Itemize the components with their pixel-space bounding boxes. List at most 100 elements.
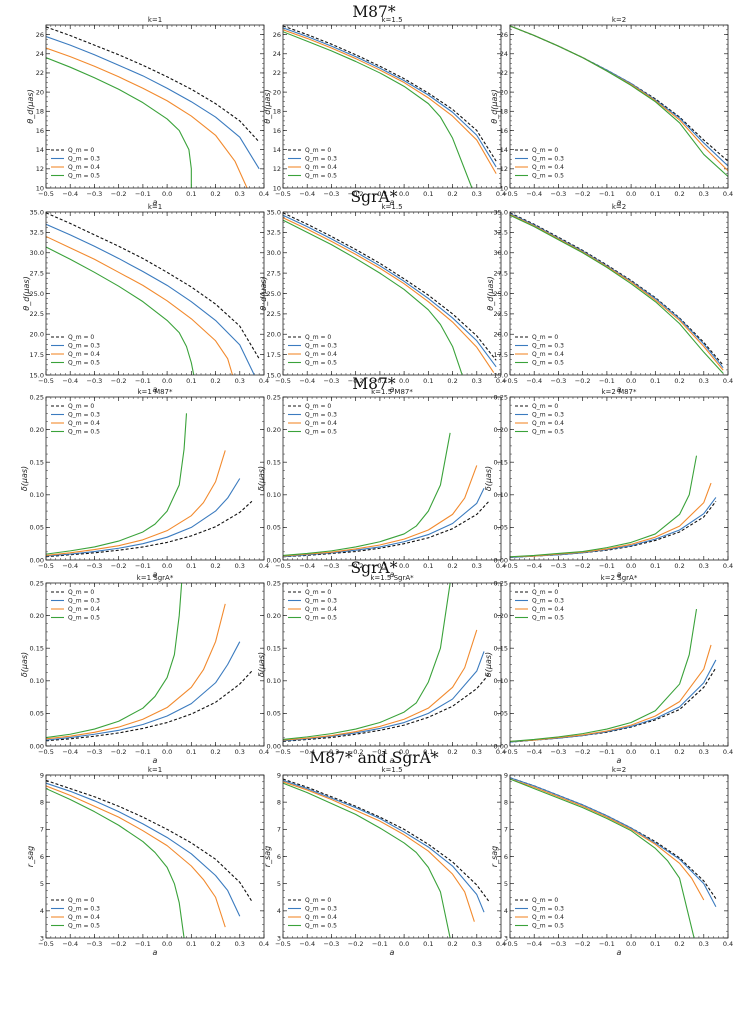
y-tick-label: 0.25 — [30, 393, 44, 401]
x-tick-label: −0.3 — [324, 190, 340, 198]
x-axis-label: a — [390, 948, 395, 957]
y-tick-label: 12 — [36, 165, 44, 173]
series-line — [283, 629, 478, 741]
x-tick-label: −0.4 — [299, 190, 315, 198]
x-tick-label: 0.3 — [235, 377, 245, 385]
series-line — [283, 779, 485, 913]
y-tick-label: 32.5 — [494, 229, 508, 237]
x-tick-label: −0.5 — [38, 562, 54, 570]
y-tick-label: 0.15 — [30, 459, 44, 467]
legend-label: Q_m = 0 — [68, 147, 94, 154]
x-tick-label: 0.2 — [674, 562, 684, 570]
series-line — [46, 583, 183, 739]
y-tick-label: 0.20 — [30, 612, 44, 620]
panel-title: k=1 SgrA* — [137, 574, 174, 582]
series-line — [283, 31, 473, 188]
series-line — [46, 500, 253, 558]
panel-title: k=1.5 — [381, 203, 402, 211]
x-tick-label: −0.5 — [38, 377, 54, 385]
y-axis-label: θ_d(μas) — [486, 276, 495, 310]
y-tick-label: 3 — [40, 934, 44, 942]
y-tick-label: 20 — [273, 88, 281, 96]
x-tick-label: 0.4 — [723, 377, 733, 385]
legend-label: Q_m = 0.5 — [305, 923, 337, 930]
series-line — [510, 214, 724, 374]
x-tick-label: −0.4 — [526, 562, 542, 570]
legend-label: Q_m = 0 — [305, 334, 331, 341]
y-tick-label: 18 — [500, 108, 508, 116]
plot-frame — [509, 774, 729, 939]
y-tick-label: 32.5 — [267, 229, 281, 237]
x-tick-label: −0.1 — [599, 940, 615, 948]
legend-label: Q_m = 0.3 — [532, 906, 564, 913]
series-line — [510, 777, 717, 899]
series-line — [283, 29, 497, 174]
y-tick-label: 12 — [273, 165, 281, 173]
y-tick-label: 0.10 — [30, 677, 44, 685]
x-tick-label: 0.0 — [162, 748, 172, 756]
legend-label: Q_m = 0.4 — [305, 606, 337, 613]
x-tick-label: 0.2 — [447, 562, 457, 570]
y-axis-label: θ_d(μas) — [22, 276, 31, 310]
y-tick-label: 0.10 — [267, 491, 281, 499]
y-tick-label: 0.25 — [494, 579, 508, 587]
legend-label: Q_m = 0.5 — [305, 429, 337, 436]
y-tick-label: 10 — [500, 184, 508, 192]
y-tick-label: 15.0 — [30, 371, 44, 379]
y-tick-label: 0.00 — [494, 742, 508, 750]
chart-panel: k=1 −0.5 −0.4 −0.3 −0.2 −0.1 0.0 0.1 0.2 0.3 0.4 a 1… — [22, 203, 269, 394]
x-axis-label: a — [390, 385, 395, 394]
plot-frame — [282, 211, 502, 376]
legend-label: Q_m = 0.5 — [532, 429, 564, 436]
series-line — [510, 608, 698, 742]
y-tick-label: 0.15 — [494, 459, 508, 467]
x-tick-label: 0.3 — [472, 562, 482, 570]
chart-panel: k=1.5 M87*−0.5 −0.4 −0.3 −0.2 −0.1 0.0 0.1 0.2 0… — [257, 388, 506, 579]
legend-label: Q_m = 0.3 — [68, 412, 100, 419]
legend-label: Q_m = 0 — [68, 334, 94, 341]
series-line — [46, 785, 226, 928]
series-line — [510, 25, 728, 167]
series-line — [510, 455, 698, 558]
x-tick-label: 0.2 — [447, 377, 457, 385]
x-tick-label: −0.1 — [372, 377, 388, 385]
y-tick-label: 30.0 — [494, 249, 508, 257]
legend-label: Q_m = 0.3 — [305, 906, 337, 913]
y-tick-label: 7 — [40, 826, 44, 834]
x-tick-label: 0.2 — [674, 190, 684, 198]
series-line — [46, 246, 195, 375]
x-axis-label: a — [153, 570, 158, 579]
chart-panel: k=2 −0.5 −0.4 −0.3 −0.2 −0.1 0.0 0.1 0.2 0.3 0.4 a 1… — [490, 16, 733, 207]
y-tick-label: 6 — [40, 853, 44, 861]
y-tick-label: 24 — [273, 50, 281, 58]
x-tick-label: −0.5 — [502, 940, 518, 948]
y-tick-label: 18 — [273, 108, 281, 116]
y-tick-label: 0.00 — [494, 556, 508, 564]
x-tick-label: −0.2 — [348, 562, 364, 570]
y-tick-label: 26 — [273, 31, 281, 39]
y-axis-label: r_sag — [26, 846, 35, 867]
x-tick-label: −0.2 — [111, 190, 127, 198]
chart-panel: k=1 M87* −0.5 −0.4 −0.3 −0.2 −0.1 0.0 0.1 0.2 0.3… — [20, 388, 269, 579]
x-tick-label: −0.3 — [87, 377, 103, 385]
x-tick-label: −0.2 — [575, 190, 591, 198]
legend-label: Q_m = 0.3 — [68, 343, 100, 350]
x-tick-label: −0.2 — [348, 190, 364, 198]
x-tick-label: 0.0 — [626, 377, 636, 385]
y-tick-label: 4 — [277, 907, 281, 915]
y-tick-label: 0.05 — [30, 524, 44, 532]
x-tick-label: 0.1 — [423, 562, 433, 570]
x-tick-label: −0.3 — [551, 940, 567, 948]
x-tick-label: −0.4 — [62, 748, 78, 756]
plot-frame — [509, 24, 729, 189]
y-tick-label: 17.5 — [30, 351, 44, 359]
legend-label: Q_m = 0 — [68, 403, 94, 410]
series-line — [46, 413, 188, 555]
x-tick-label: 0.2 — [674, 940, 684, 948]
series-line — [46, 478, 241, 557]
y-tick-label: 16 — [273, 127, 281, 135]
y-tick-label: 0.25 — [267, 579, 281, 587]
y-axis-label: δ(μas) — [484, 466, 493, 491]
y-tick-label: 4 — [40, 907, 44, 915]
x-tick-label: 0.4 — [723, 748, 733, 756]
